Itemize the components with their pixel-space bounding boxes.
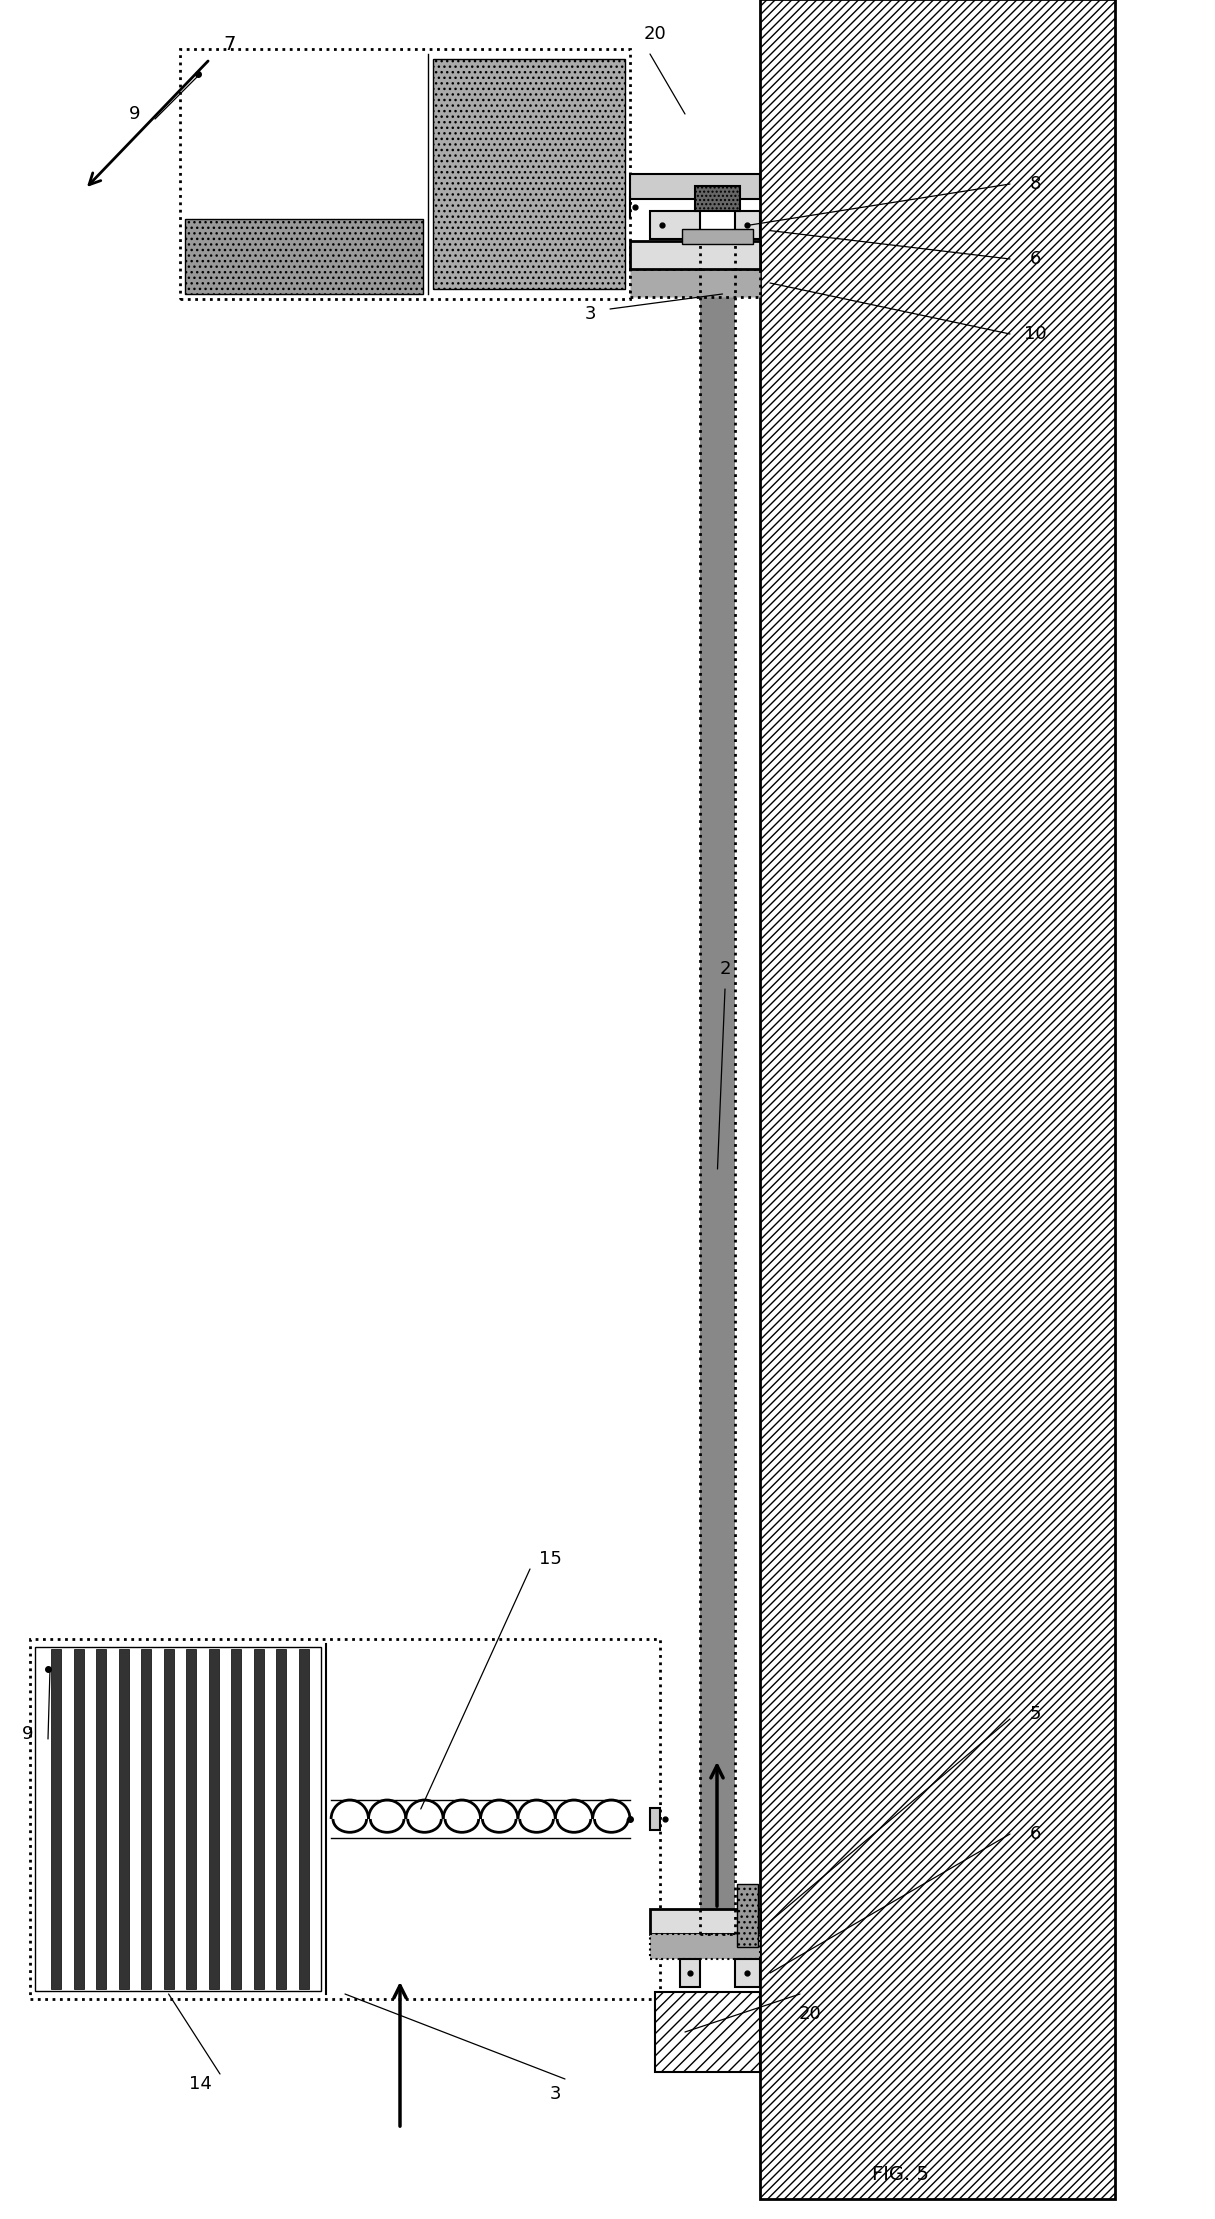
Bar: [254, 1649, 264, 1988]
Bar: [700, 240, 735, 1935]
Bar: [738, 1884, 758, 1946]
Text: 20: 20: [798, 2006, 821, 2024]
Bar: [35, 1646, 321, 1990]
Bar: [631, 173, 761, 197]
Text: 9: 9: [129, 104, 141, 122]
Bar: [185, 220, 423, 293]
Bar: [231, 1649, 242, 1988]
Bar: [631, 268, 761, 297]
Text: 9: 9: [22, 1724, 34, 1742]
Text: 20: 20: [644, 24, 666, 42]
Bar: [299, 1649, 309, 1988]
Bar: [682, 229, 753, 244]
Bar: [650, 1935, 761, 1959]
Bar: [74, 1649, 84, 1988]
Bar: [650, 1808, 660, 1831]
Bar: [51, 1649, 62, 1988]
Bar: [209, 1649, 219, 1988]
Bar: [433, 60, 625, 288]
Bar: [761, 0, 1115, 2199]
Bar: [276, 1649, 287, 1988]
Text: 6: 6: [1029, 251, 1041, 268]
Bar: [650, 211, 700, 240]
Bar: [680, 1959, 700, 1986]
Bar: [631, 242, 761, 268]
Text: FIG. 5: FIG. 5: [871, 2164, 928, 2183]
Bar: [735, 1959, 761, 1986]
Bar: [695, 186, 740, 211]
Bar: [30, 1640, 660, 1999]
Bar: [141, 1649, 152, 1988]
Text: 14: 14: [188, 2075, 211, 2093]
Bar: [650, 1908, 761, 1935]
Text: 2: 2: [719, 961, 730, 979]
Bar: [186, 1649, 197, 1988]
Text: 6: 6: [1029, 1824, 1041, 1844]
Bar: [735, 211, 761, 240]
Bar: [180, 49, 631, 300]
Text: 10: 10: [1024, 324, 1046, 344]
Text: 8: 8: [1029, 175, 1041, 193]
Bar: [96, 1649, 107, 1988]
Text: 3: 3: [549, 2086, 561, 2104]
Text: 5: 5: [1029, 1704, 1041, 1722]
Bar: [119, 1649, 129, 1988]
Text: 15: 15: [538, 1551, 561, 1569]
Text: 7: 7: [224, 36, 236, 53]
Text: 3: 3: [584, 304, 595, 324]
Bar: [164, 1649, 174, 1988]
Bar: [655, 1993, 761, 2073]
